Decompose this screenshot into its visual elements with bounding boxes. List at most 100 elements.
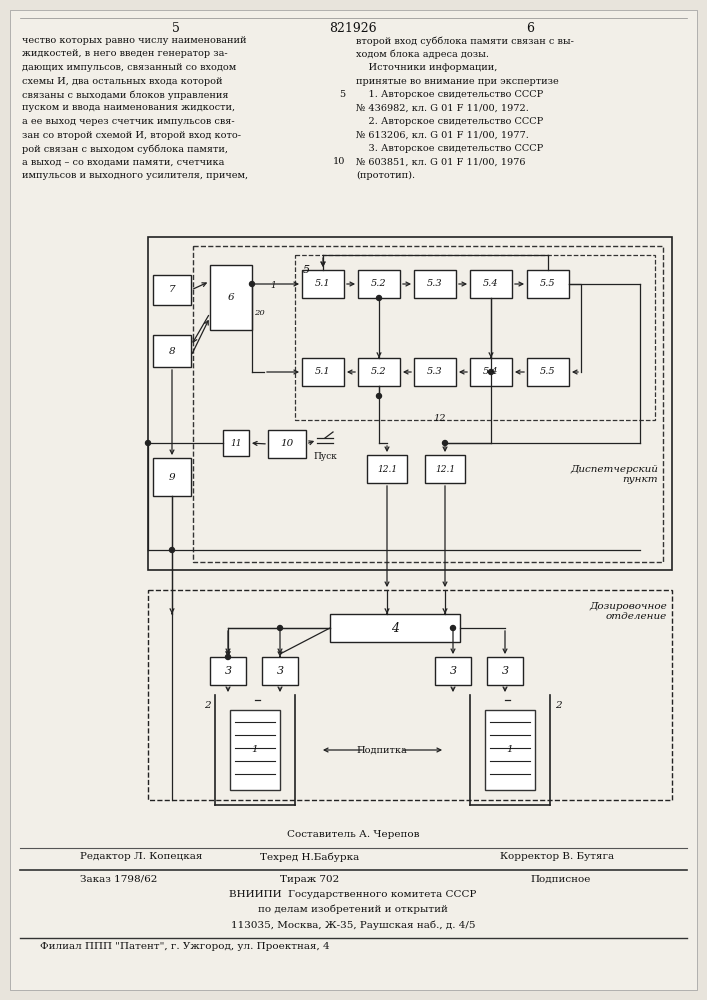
- Text: схемы И, два остальных входа которой: схемы И, два остальных входа которой: [22, 77, 223, 86]
- Circle shape: [377, 393, 382, 398]
- Circle shape: [443, 440, 448, 446]
- Text: 5.2: 5.2: [371, 367, 387, 376]
- Text: 821926: 821926: [329, 22, 377, 35]
- Bar: [470, 270, 512, 298]
- Text: № 613206, кл. G 01 F 11/00, 1977.: № 613206, кл. G 01 F 11/00, 1977.: [356, 130, 529, 139]
- Text: Подпитка: Подпитка: [356, 746, 407, 754]
- Text: дающих импульсов, связанный со входом: дающих импульсов, связанный со входом: [22, 63, 236, 72]
- Text: ходом блока адреса дозы.: ходом блока адреса дозы.: [356, 49, 489, 59]
- Bar: [425, 455, 465, 483]
- Text: Корректор В. Бутяга: Корректор В. Бутяга: [500, 852, 614, 861]
- Bar: [302, 358, 344, 386]
- Text: связаны с выходами блоков управления: связаны с выходами блоков управления: [22, 90, 228, 100]
- Text: 2: 2: [555, 700, 561, 710]
- Text: 1: 1: [270, 280, 276, 290]
- Bar: [153, 458, 191, 496]
- Text: Диспетчерский
пункт: Диспетчерский пункт: [570, 465, 658, 484]
- Bar: [148, 237, 672, 570]
- Text: № 436982, кл. G 01 F 11/00, 1972.: № 436982, кл. G 01 F 11/00, 1972.: [356, 104, 529, 112]
- Text: (прототип).: (прототип).: [356, 171, 415, 180]
- Text: Дозировочное
отделение: Дозировочное отделение: [589, 602, 667, 621]
- Text: 5.3: 5.3: [427, 279, 443, 288]
- Bar: [435, 657, 471, 685]
- Text: 5.5: 5.5: [540, 367, 556, 376]
- Text: Составитель А. Черепов: Составитель А. Черепов: [287, 830, 419, 839]
- Text: 9: 9: [169, 473, 175, 482]
- Text: 3: 3: [501, 666, 508, 676]
- Text: ВНИИПИ  Государственного комитета СССР: ВНИИПИ Государственного комитета СССР: [229, 890, 477, 899]
- Text: 1. Авторское свидетельство СССР: 1. Авторское свидетельство СССР: [356, 90, 543, 99]
- Text: 20: 20: [254, 309, 264, 317]
- Text: 5.3: 5.3: [427, 367, 443, 376]
- Text: импульсов и выходного усилителя, причем,: импульсов и выходного усилителя, причем,: [22, 171, 248, 180]
- Text: 113035, Москва, Ж-35, Раушская наб., д. 4/5: 113035, Москва, Ж-35, Раушская наб., д. …: [230, 920, 475, 930]
- Text: 8: 8: [169, 347, 175, 356]
- Bar: [414, 358, 456, 386]
- Text: 5.1: 5.1: [315, 279, 331, 288]
- Text: чество которых равно числу наименований: чество которых равно числу наименований: [22, 36, 247, 45]
- Text: 4: 4: [391, 621, 399, 635]
- Bar: [230, 710, 280, 790]
- Text: 12.1: 12.1: [435, 464, 455, 474]
- Text: Филиал ППП "Патент", г. Ужгород, ул. Проектная, 4: Филиал ППП "Патент", г. Ужгород, ул. Про…: [40, 942, 329, 951]
- Text: второй вход субблока памяти связан с вы-: второй вход субблока памяти связан с вы-: [356, 36, 574, 45]
- Text: принятые во внимание при экспертизе: принятые во внимание при экспертизе: [356, 77, 559, 86]
- Text: Техред Н.Бабурка: Техред Н.Бабурка: [260, 852, 360, 861]
- Bar: [223, 430, 249, 456]
- Text: пуском и ввода наименования жидкости,: пуском и ввода наименования жидкости,: [22, 104, 235, 112]
- Bar: [527, 358, 569, 386]
- Text: Подписное: Подписное: [530, 875, 590, 884]
- Text: а выход – со входами памяти, счетчика: а выход – со входами памяти, счетчика: [22, 157, 224, 166]
- Circle shape: [489, 369, 493, 374]
- Text: 5.2: 5.2: [371, 279, 387, 288]
- Bar: [210, 657, 246, 685]
- Text: 5.4: 5.4: [483, 367, 499, 376]
- Text: 3. Авторское свидетельство СССР: 3. Авторское свидетельство СССР: [356, 144, 543, 153]
- Text: 5: 5: [303, 265, 310, 275]
- Text: 3: 3: [450, 666, 457, 676]
- Bar: [148, 590, 672, 800]
- Text: 12: 12: [434, 414, 446, 423]
- Bar: [487, 657, 523, 685]
- Text: 2: 2: [204, 700, 210, 710]
- Text: по делам изобретений и открытий: по делам изобретений и открытий: [258, 905, 448, 914]
- Bar: [295, 255, 655, 420]
- Bar: [485, 710, 535, 790]
- Bar: [358, 270, 400, 298]
- Text: зан со второй схемой И, второй вход кото-: зан со второй схемой И, второй вход кото…: [22, 130, 241, 139]
- Text: 6: 6: [228, 293, 234, 302]
- Circle shape: [278, 626, 283, 631]
- Bar: [262, 657, 298, 685]
- Text: рой связан с выходом субблока памяти,: рой связан с выходом субблока памяти,: [22, 144, 228, 153]
- Bar: [193, 246, 663, 562]
- Text: Пуск: Пуск: [313, 452, 337, 461]
- Text: 10: 10: [332, 157, 345, 166]
- Text: 11: 11: [230, 438, 242, 448]
- Bar: [153, 275, 191, 305]
- Text: Тираж 702: Тираж 702: [281, 875, 339, 884]
- Bar: [268, 430, 306, 458]
- Text: Редактор Л. Копецкая: Редактор Л. Копецкая: [80, 852, 202, 861]
- Circle shape: [146, 440, 151, 446]
- Text: Заказ 1798/62: Заказ 1798/62: [80, 875, 158, 884]
- Text: 2. Авторское свидетельство СССР: 2. Авторское свидетельство СССР: [356, 117, 543, 126]
- Text: а ее выход через счетчик импульсов свя-: а ее выход через счетчик импульсов свя-: [22, 117, 235, 126]
- Text: 5: 5: [172, 22, 180, 35]
- Circle shape: [226, 654, 230, 660]
- Text: 5.1: 5.1: [315, 367, 331, 376]
- Text: 5.5: 5.5: [540, 279, 556, 288]
- Bar: [210, 265, 252, 330]
- Circle shape: [377, 296, 382, 300]
- Bar: [302, 270, 344, 298]
- Circle shape: [450, 626, 455, 631]
- Text: 3: 3: [224, 666, 232, 676]
- Text: 1: 1: [252, 746, 258, 754]
- Bar: [153, 335, 191, 367]
- Text: 12.1: 12.1: [377, 464, 397, 474]
- Text: жидкостей, в него введен генератор за-: жидкостей, в него введен генератор за-: [22, 49, 228, 58]
- Text: 3: 3: [276, 666, 284, 676]
- Text: 5.4: 5.4: [483, 279, 499, 288]
- Text: 1: 1: [507, 746, 513, 754]
- Circle shape: [170, 548, 175, 552]
- Text: Источники информации,: Источники информации,: [356, 63, 498, 72]
